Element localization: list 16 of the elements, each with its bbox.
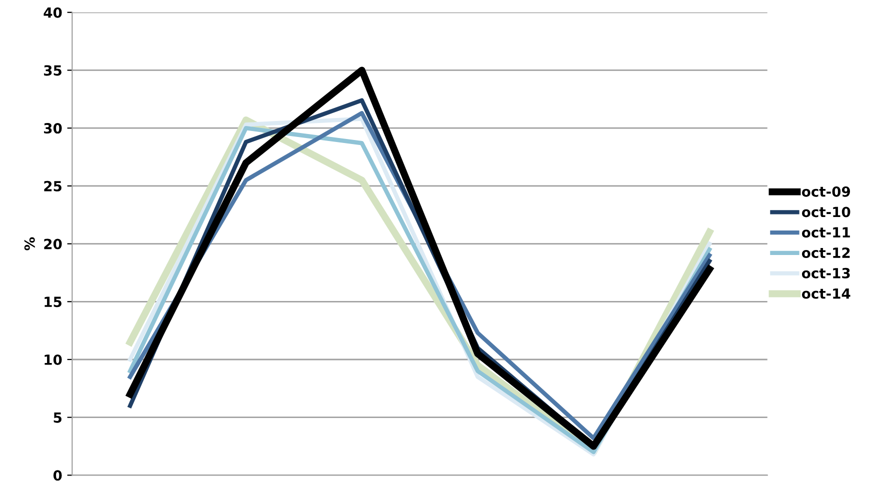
y-tick-label: 10	[44, 354, 62, 365]
y-tick-label: 40	[44, 7, 62, 18]
y-tick-label: 15	[44, 296, 62, 308]
y-tick-label: 5	[54, 412, 62, 423]
legend-label: oct-14	[802, 288, 850, 299]
legend-label: oct-11	[802, 227, 850, 238]
y-tick-label: 25	[44, 180, 62, 192]
y-axis-title: %	[24, 237, 35, 250]
legend-label: oct-09	[802, 186, 850, 197]
y-tick-label: 35	[44, 65, 62, 76]
y-tick-label: 20	[44, 238, 62, 250]
y-tick-label: 30	[44, 123, 62, 134]
legend-label: oct-12	[802, 248, 850, 258]
y-tick-label: 0	[53, 470, 62, 481]
legend-label: oct-10	[802, 206, 850, 218]
legend-label: oct-13	[802, 268, 850, 278]
